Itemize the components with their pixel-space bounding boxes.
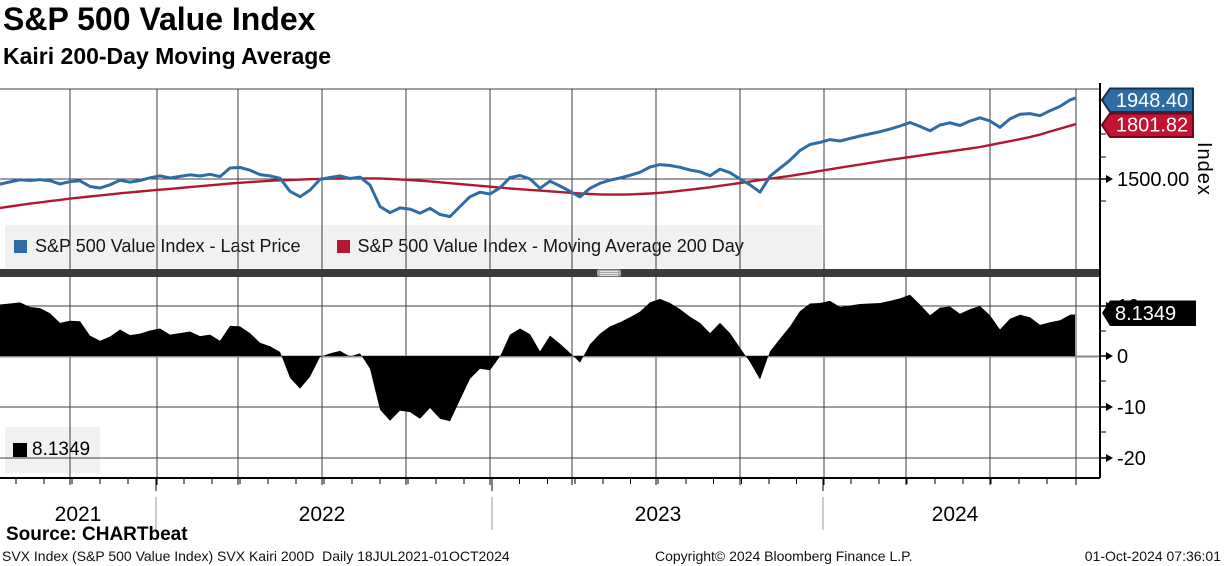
ma-value-badge xyxy=(1100,112,1194,138)
footer-security-info: SVX Index (S&P 500 Value Index) SVX Kair… xyxy=(2,548,510,564)
right-axis-tick-arrow-icon xyxy=(1106,454,1113,462)
kairi-legend-value: 8.1349 xyxy=(32,439,91,460)
right-axis-tick-arrow-icon xyxy=(1106,175,1113,183)
last-price-badge xyxy=(1100,87,1194,113)
year-axis-label: 2021 xyxy=(55,503,102,526)
right-axis-tick-arrow-icon xyxy=(1106,352,1113,360)
kairi-axis-tick-label: 10 xyxy=(1117,296,1139,318)
footer-timestamp: 01-Oct-2024 07:36:01 xyxy=(1084,548,1221,564)
page-subtitle: Kairi 200-Day Moving Average xyxy=(3,43,332,69)
kairi-value-badge-text: 8.1349 xyxy=(1115,303,1176,325)
legend-item-last-price[interactable]: S&P 500 Value Index - Last Price xyxy=(14,236,301,257)
panel-divider xyxy=(0,269,1100,277)
kairi-legend[interactable]: 8.1349 xyxy=(5,427,100,473)
year-axis-label: 2023 xyxy=(635,503,682,526)
right-axis-tick-arrow-icon xyxy=(1106,403,1113,411)
kairi-value-badge xyxy=(1102,300,1196,326)
last-price-badge-text: 1948.40 xyxy=(1116,90,1188,112)
price-axis-tick-label: 1500.00 xyxy=(1117,169,1189,191)
page-title: S&P 500 Value Index xyxy=(3,1,316,37)
year-axis-label: 2024 xyxy=(932,503,979,526)
kairi-axis-tick-label: 0 xyxy=(1117,346,1128,368)
ma-value-badge-text: 1801.82 xyxy=(1116,115,1188,137)
legend-item-moving-average[interactable]: S&P 500 Value Index - Moving Average 200… xyxy=(336,236,744,257)
year-axis-label: 2022 xyxy=(299,503,346,526)
kairi-area xyxy=(0,294,1075,422)
right-axis-title: Index xyxy=(1193,142,1215,196)
legend-label-last-price: S&P 500 Value Index - Last Price xyxy=(35,236,301,256)
source-note: Source: CHARTbeat xyxy=(6,524,188,545)
ma-series-swatch-icon xyxy=(336,240,350,253)
kairi-series-swatch-icon xyxy=(13,443,27,457)
price-line xyxy=(0,96,1077,219)
panel-resize-handle[interactable] xyxy=(595,267,623,278)
legend-label-moving-average: S&P 500 Value Index - Moving Average 200… xyxy=(357,236,744,256)
ma-line xyxy=(0,123,1077,210)
price-panel-legend: S&P 500 Value Index - Last Price S&P 500… xyxy=(5,225,822,268)
footer-copyright: Copyright© 2024 Bloomberg Finance L.P. xyxy=(655,548,913,564)
price-series-swatch-icon xyxy=(14,240,27,253)
kairi-axis-tick-label: -10 xyxy=(1117,397,1146,419)
kairi-axis-tick-label: -20 xyxy=(1117,448,1146,470)
right-axis-tick-arrow-icon xyxy=(1106,302,1113,310)
